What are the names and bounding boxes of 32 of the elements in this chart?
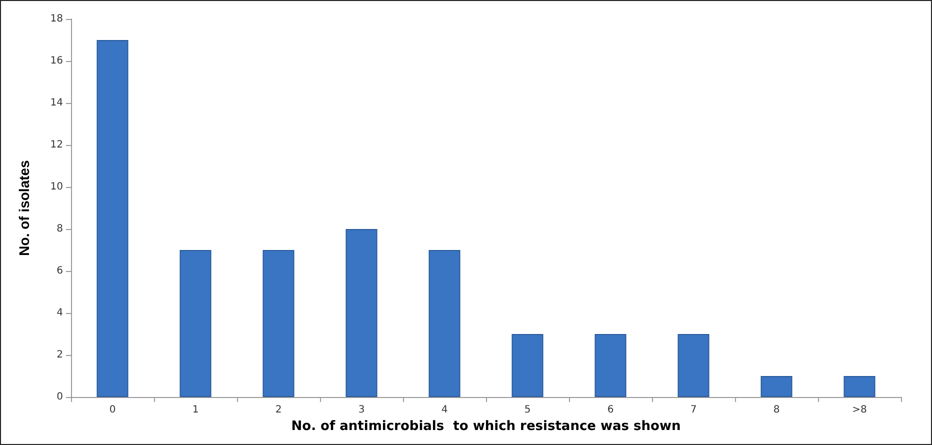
bar	[346, 229, 378, 397]
x-tick-label: 7	[690, 404, 697, 416]
x-tick-label: 1	[192, 404, 199, 416]
y-tick-label: 4	[56, 308, 63, 318]
bar	[262, 250, 294, 397]
y-tick-label: 12	[50, 140, 63, 150]
y-tick-label: 2	[56, 350, 63, 360]
y-tick-label: 16	[50, 56, 63, 66]
x-tick-label: 4	[441, 404, 448, 416]
x-tick-label: 6	[607, 404, 614, 416]
bar	[428, 250, 460, 397]
x-axis-title: No. of antimicrobials to which resistance was shown	[291, 418, 681, 434]
bar	[180, 250, 212, 397]
x-tick-label: 3	[358, 404, 365, 416]
bar	[594, 334, 626, 397]
x-tick-label: 2	[275, 404, 282, 416]
y-tick-label: 6	[56, 266, 63, 276]
y-tick-label: 10	[50, 182, 63, 192]
y-tick-label: 18	[50, 14, 63, 24]
y-axis-title: No. of isolates	[16, 160, 32, 256]
bar	[678, 334, 710, 397]
x-tick-label: 8	[773, 404, 780, 416]
y-tick-label: 14	[50, 98, 63, 108]
x-tick-label: >8	[852, 404, 867, 416]
bar	[844, 376, 876, 397]
y-tick-label: 0	[56, 392, 63, 402]
bar	[760, 376, 792, 397]
x-tick-label: 5	[524, 404, 531, 416]
bar	[512, 334, 544, 397]
bar	[96, 40, 128, 397]
y-tick-label: 8	[56, 224, 63, 234]
x-tick-label: 0	[109, 404, 116, 416]
